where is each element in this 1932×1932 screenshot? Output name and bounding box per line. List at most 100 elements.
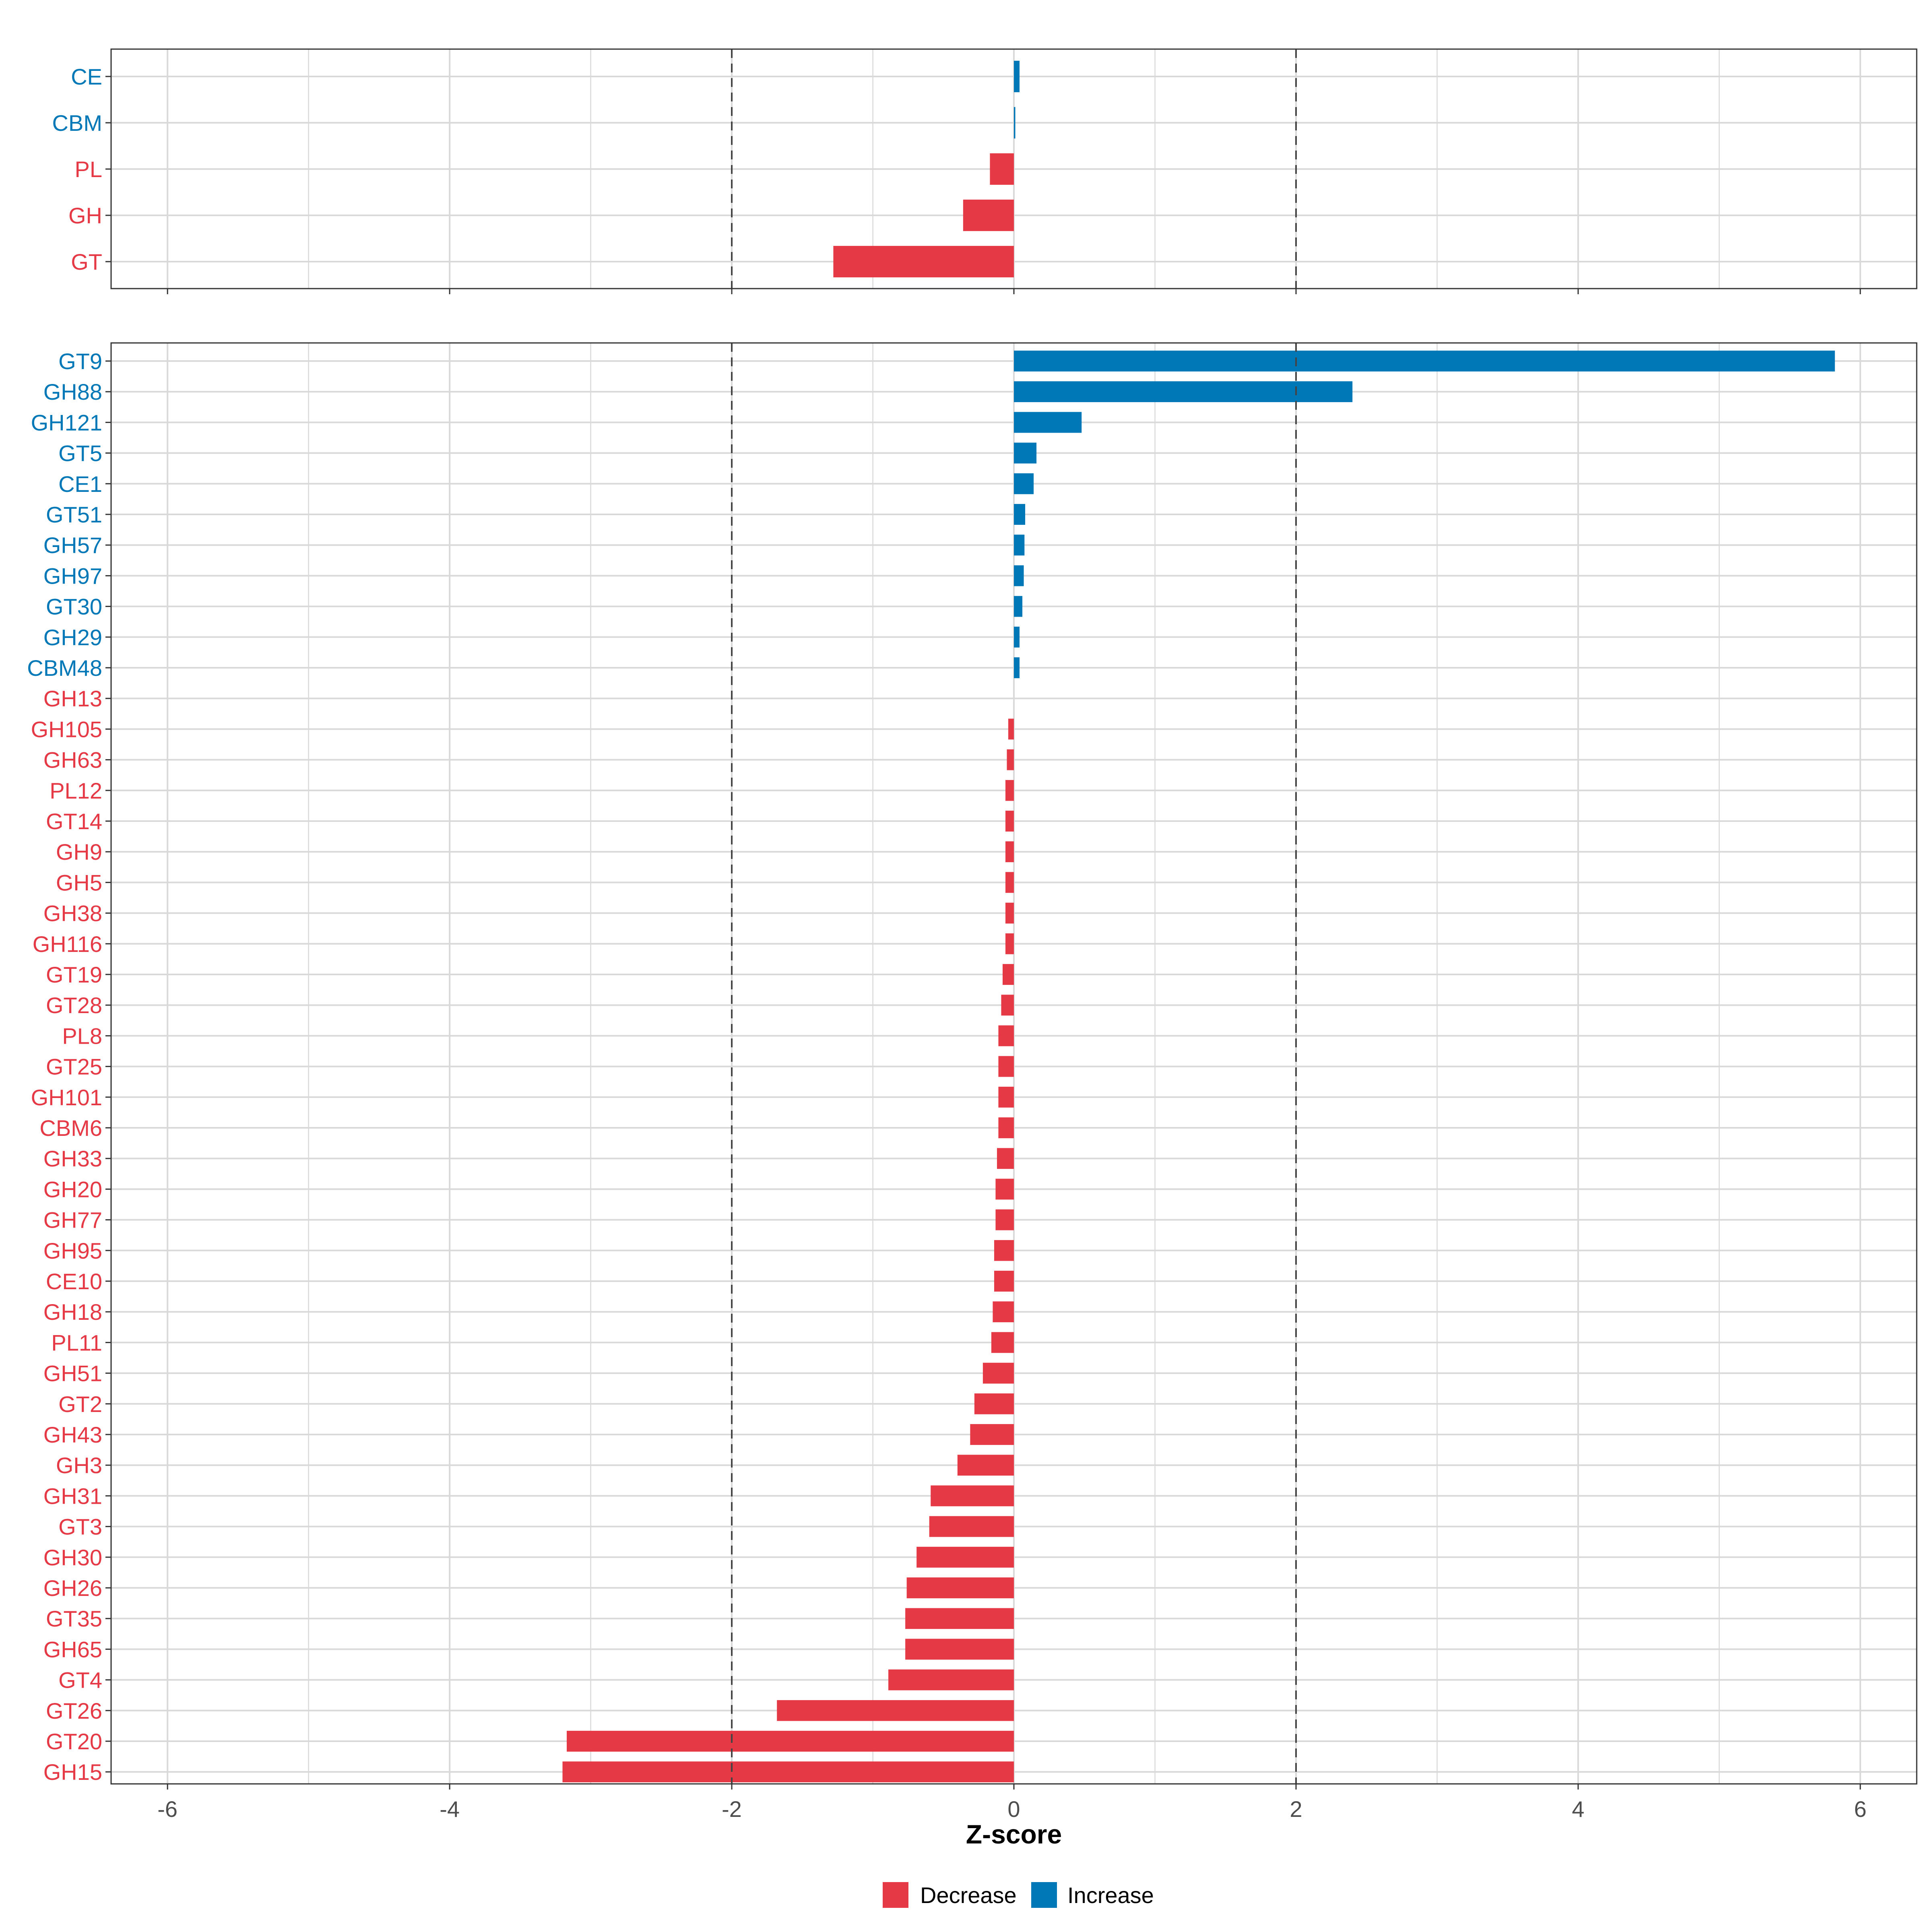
bar-gh30 bbox=[916, 1546, 1014, 1568]
category-label-gh43: GH43 bbox=[43, 1422, 102, 1447]
x-tick-label: 6 bbox=[1854, 1796, 1866, 1822]
bar-gh31 bbox=[931, 1485, 1014, 1507]
category-label-gh51: GH51 bbox=[43, 1361, 102, 1386]
category-label-gt35: GT35 bbox=[46, 1606, 102, 1631]
bar-gt25 bbox=[998, 1056, 1014, 1077]
category-label-cbm48: CBM48 bbox=[27, 655, 102, 681]
bar-gh88 bbox=[1014, 381, 1353, 402]
category-label-gh30: GH30 bbox=[43, 1545, 102, 1570]
bar-pl bbox=[990, 153, 1014, 185]
bar-ce bbox=[1014, 60, 1020, 93]
bar-gh65 bbox=[905, 1639, 1014, 1660]
category-label-gt5: GT5 bbox=[58, 441, 102, 466]
category-label-cbm6: CBM6 bbox=[39, 1115, 102, 1141]
category-label-gh26: GH26 bbox=[43, 1575, 102, 1601]
bar-gh77 bbox=[995, 1209, 1014, 1230]
bar-gh15 bbox=[562, 1761, 1014, 1783]
category-label-gt51: GT51 bbox=[46, 502, 102, 527]
bar-gh33 bbox=[997, 1148, 1014, 1169]
bar-ce10 bbox=[994, 1271, 1014, 1292]
x-axis-title: Z-score bbox=[966, 1819, 1062, 1849]
x-tick-label: -4 bbox=[440, 1796, 460, 1822]
category-label-gh5: GH5 bbox=[56, 870, 102, 895]
category-label-gh33: GH33 bbox=[43, 1146, 102, 1171]
category-label-pl8: PL8 bbox=[62, 1023, 102, 1049]
category-label-gh15: GH15 bbox=[43, 1759, 102, 1785]
category-label-ce10: CE10 bbox=[46, 1269, 102, 1294]
category-label-gh3: GH3 bbox=[56, 1453, 102, 1478]
category-label-gt3: GT3 bbox=[58, 1514, 102, 1540]
bar-gh101 bbox=[998, 1086, 1014, 1108]
category-label-gt30: GT30 bbox=[46, 594, 102, 619]
x-tick-label: 0 bbox=[1007, 1796, 1020, 1822]
bar-gh51 bbox=[983, 1362, 1014, 1384]
category-label-gh88: GH88 bbox=[43, 379, 102, 405]
category-label-gt26: GT26 bbox=[46, 1698, 102, 1724]
bar-gh43 bbox=[970, 1424, 1014, 1445]
bar-gt4 bbox=[888, 1669, 1014, 1690]
bar-cbm bbox=[1014, 107, 1016, 139]
category-label-gh57: GH57 bbox=[43, 533, 102, 558]
bar-gt35 bbox=[905, 1608, 1014, 1629]
bar-gh20 bbox=[995, 1179, 1014, 1200]
legend-key-decrease bbox=[883, 1882, 908, 1908]
bar-gh121 bbox=[1014, 412, 1082, 433]
category-label-gt4: GT4 bbox=[58, 1668, 102, 1693]
category-label-gh38: GH38 bbox=[43, 901, 102, 926]
category-label-gt20: GT20 bbox=[46, 1729, 102, 1754]
category-label-gt9: GT9 bbox=[58, 349, 102, 374]
x-tick-label: 4 bbox=[1572, 1796, 1584, 1822]
bar-gh105 bbox=[1008, 718, 1014, 740]
bar-gh26 bbox=[906, 1577, 1014, 1598]
bar-gt20 bbox=[567, 1731, 1014, 1752]
bar-pl12 bbox=[1005, 780, 1014, 801]
category-label-gt: GT bbox=[71, 249, 102, 275]
category-label-gh18: GH18 bbox=[43, 1299, 102, 1325]
bar-gt19 bbox=[1002, 964, 1014, 985]
bar-gt14 bbox=[1005, 811, 1014, 832]
bar-ce1 bbox=[1014, 473, 1034, 494]
bar-gh97 bbox=[1014, 565, 1024, 586]
bar-gt30 bbox=[1014, 596, 1023, 617]
x-tick-label: -2 bbox=[722, 1796, 742, 1822]
bar-gt26 bbox=[777, 1700, 1014, 1721]
bar-gt2 bbox=[974, 1393, 1014, 1414]
bar-gh9 bbox=[1005, 841, 1014, 863]
category-label-gh97: GH97 bbox=[43, 563, 102, 588]
category-label-gt2: GT2 bbox=[58, 1391, 102, 1417]
category-label-ce: CE bbox=[71, 64, 102, 89]
x-tick-label: 2 bbox=[1290, 1796, 1302, 1822]
category-label-pl: PL bbox=[75, 157, 103, 182]
category-label-gt25: GT25 bbox=[46, 1054, 102, 1080]
bar-gh bbox=[963, 199, 1014, 231]
category-label-pl11: PL11 bbox=[51, 1330, 102, 1355]
category-label-gh31: GH31 bbox=[43, 1483, 102, 1509]
category-label-gt14: GT14 bbox=[46, 809, 102, 834]
bar-gh95 bbox=[994, 1240, 1014, 1261]
bar-gh38 bbox=[1005, 902, 1014, 924]
x-tick-label: -6 bbox=[157, 1796, 178, 1822]
bar-gh5 bbox=[1005, 872, 1014, 893]
bar-gh3 bbox=[957, 1455, 1014, 1476]
category-label-ce1: CE1 bbox=[58, 471, 102, 497]
category-label-cbm: CBM bbox=[52, 110, 102, 136]
category-label-gh20: GH20 bbox=[43, 1177, 102, 1202]
legend-label-increase: Increase bbox=[1067, 1882, 1154, 1908]
category-label-gt19: GT19 bbox=[46, 962, 102, 987]
bar-pl8 bbox=[998, 1025, 1014, 1046]
category-label-gh77: GH77 bbox=[43, 1208, 102, 1233]
bar-gh116 bbox=[1005, 933, 1014, 954]
category-label-gt28: GT28 bbox=[46, 993, 102, 1018]
category-label-gh121: GH121 bbox=[31, 410, 102, 435]
bar-gt9 bbox=[1014, 351, 1835, 372]
bar-gh18 bbox=[993, 1301, 1014, 1323]
bar-cbm6 bbox=[998, 1117, 1014, 1138]
category-label-gh9: GH9 bbox=[56, 839, 102, 865]
bar-gh63 bbox=[1007, 749, 1014, 770]
bar-gt3 bbox=[929, 1516, 1014, 1537]
category-label-gh63: GH63 bbox=[43, 747, 102, 773]
legend-key-increase bbox=[1031, 1882, 1057, 1908]
bar-cbm48 bbox=[1014, 657, 1020, 678]
